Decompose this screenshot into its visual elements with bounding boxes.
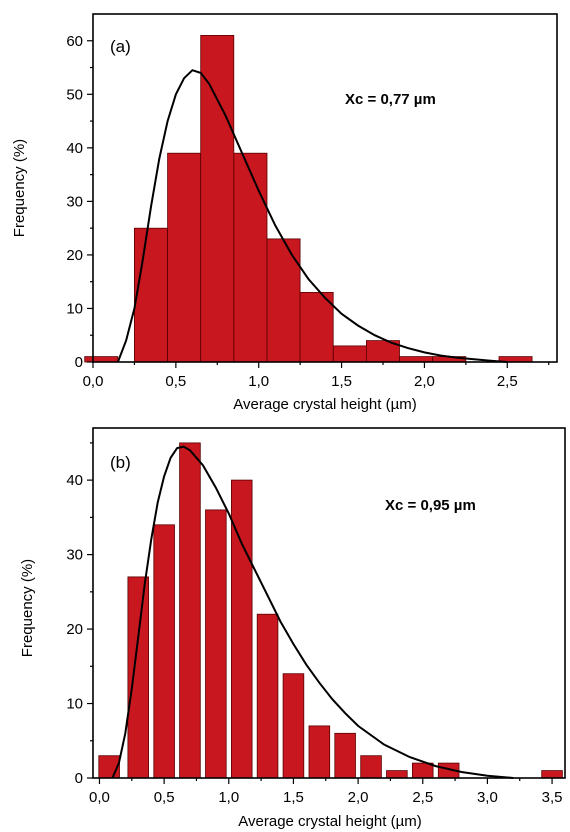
x-tick-label-a-3: 1,5 bbox=[331, 373, 352, 390]
panel-label-a: (a) bbox=[110, 37, 131, 56]
x-tick-label-a-2: 1,0 bbox=[248, 373, 269, 390]
x-tick-label-b-3: 1,5 bbox=[283, 789, 304, 806]
histogram-bar-a-5 bbox=[266, 238, 301, 363]
x-tick-label-b-0: 0,0 bbox=[89, 789, 110, 806]
histogram-bar-a-0 bbox=[84, 356, 119, 363]
y-tick-label-b-4: 40 bbox=[66, 472, 83, 489]
histogram-bar-a-1 bbox=[133, 227, 168, 363]
x-axis-title-b: Average crystal height (µm) bbox=[238, 813, 421, 830]
y-axis-title-a: Frequency (%) bbox=[11, 139, 28, 237]
histogram-bar-b-1 bbox=[127, 576, 150, 779]
histogram-bar-b-9 bbox=[334, 732, 356, 779]
histogram-chart-a: 0,0 0,5 1,0 1,5 2,0 2,5 0 10 20 30 40 50 60 (a) Xc =… bbox=[11, 13, 558, 413]
histogram-bar-b-10 bbox=[360, 755, 382, 779]
histogram-bar-a-7 bbox=[332, 345, 367, 363]
x-tick-label-a-1: 0,5 bbox=[165, 373, 186, 390]
x-axis-title-a: Average crystal height (µm) bbox=[233, 396, 416, 413]
histogram-bar-b-12 bbox=[411, 762, 434, 779]
y-tick-label-a-4: 40 bbox=[66, 140, 83, 157]
x-tick-label-b-4: 2,0 bbox=[348, 789, 369, 806]
x-tick-label-a-4: 2,0 bbox=[414, 373, 435, 390]
x-tick-label-b-5: 2,5 bbox=[412, 789, 433, 806]
xc-annotation-b: Xc = 0,95 µm bbox=[385, 497, 476, 514]
histogram-bar-a-9 bbox=[399, 356, 434, 363]
plot-area-b: 0,0 0,5 1,0 1,5 2,0 2,5 3,0 3,5 0 10 20 30 40 bbox=[66, 427, 566, 806]
xc-annotation-a: Xc = 0,77 µm bbox=[345, 91, 436, 108]
histogram-bar-b-2 bbox=[153, 524, 175, 779]
histogram-bar-b-3 bbox=[179, 442, 201, 779]
y-tick-label-a-6: 60 bbox=[66, 33, 83, 50]
histogram-bar-a-3 bbox=[200, 35, 235, 363]
y-tick-label-a-3: 30 bbox=[66, 193, 83, 210]
y-tick-label-b-0: 0 bbox=[75, 770, 83, 787]
plot-area-a: 0,0 0,5 1,0 1,5 2,0 2,5 0 10 20 30 40 50 60 bbox=[66, 13, 558, 390]
histogram-bar-b-11 bbox=[386, 770, 408, 779]
x-tick-label-a-0: 0,0 bbox=[83, 373, 104, 390]
histogram-bar-b-8 bbox=[308, 725, 331, 779]
y-tick-label-b-3: 30 bbox=[66, 547, 83, 564]
y-tick-label-a-0: 0 bbox=[75, 354, 83, 371]
histogram-bar-a-6 bbox=[299, 291, 334, 363]
histogram-bar-b-6 bbox=[256, 613, 279, 779]
fit-curve-a bbox=[116, 69, 508, 363]
y-tick-label-b-1: 10 bbox=[66, 696, 83, 713]
x-tick-label-a-5: 2,5 bbox=[497, 373, 518, 390]
x-tick-label-b-6: 3,0 bbox=[477, 789, 498, 806]
y-axis-title-b: Frequency (%) bbox=[19, 559, 36, 657]
y-tick-label-b-2: 20 bbox=[66, 621, 83, 638]
x-tick-label-b-1: 0,5 bbox=[154, 789, 175, 806]
panel-label-b: (b) bbox=[110, 453, 131, 472]
fit-curve-b bbox=[111, 445, 514, 779]
histogram-bar-b-7 bbox=[282, 673, 305, 779]
y-tick-label-a-5: 50 bbox=[66, 86, 83, 103]
x-tick-label-b-2: 1,0 bbox=[218, 789, 239, 806]
histogram-bar-b-4 bbox=[205, 509, 227, 779]
histogram-chart-b: 0,0 0,5 1,0 1,5 2,0 2,5 3,0 3,5 0 10 20 30 40 (b) Xc… bbox=[19, 427, 566, 830]
plot-frame-a bbox=[92, 13, 558, 363]
histogram-bar-a-2 bbox=[167, 152, 202, 363]
histogram-bar-b-14 bbox=[541, 770, 563, 779]
histogram-bar-a-4 bbox=[233, 152, 268, 363]
x-tick-label-b-7: 3,5 bbox=[542, 789, 563, 806]
plot-frame-b bbox=[92, 427, 566, 779]
y-tick-label-a-2: 20 bbox=[66, 247, 83, 264]
y-tick-label-a-1: 10 bbox=[66, 300, 83, 317]
